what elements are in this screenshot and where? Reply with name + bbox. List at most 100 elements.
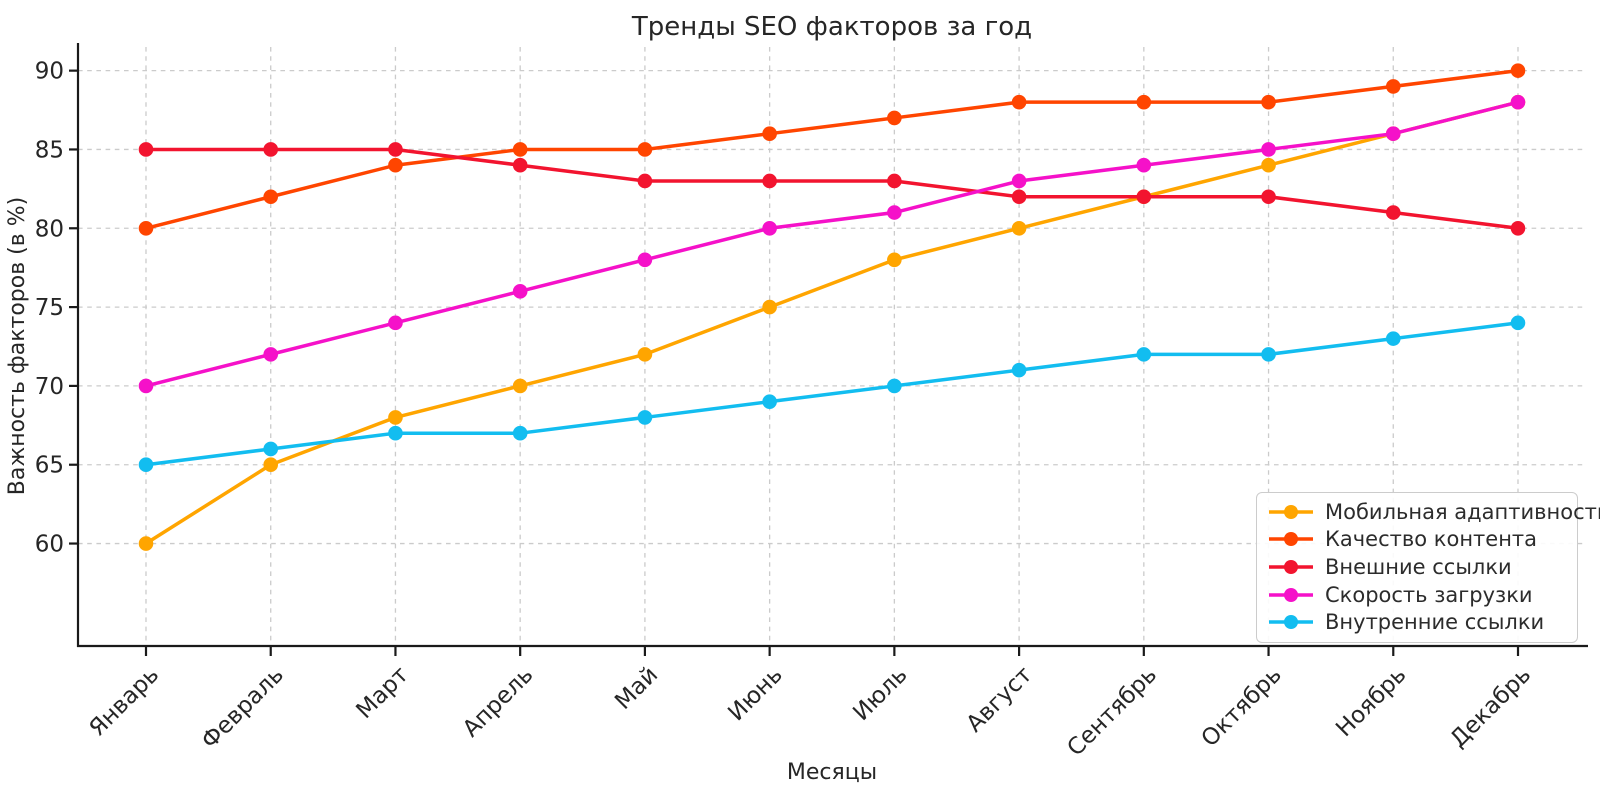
y-axis-label: Важность факторов (в %)	[5, 197, 30, 495]
legend: Мобильная адаптивность Качество контента В…	[1256, 492, 1600, 643]
data-point	[1136, 347, 1152, 362]
data-point	[637, 410, 653, 425]
data-point	[887, 173, 902, 189]
legend-swatch	[1269, 559, 1313, 574]
legend-swatch	[1269, 504, 1313, 519]
data-point	[512, 378, 528, 394]
x-tick-label: Апрель	[458, 662, 538, 742]
data-point	[138, 220, 154, 236]
data-point	[1261, 142, 1276, 157]
legend-marker-icon	[1284, 504, 1298, 519]
series-1	[138, 94, 1526, 551]
data-point	[388, 315, 403, 331]
data-point	[762, 173, 777, 189]
data-point	[1510, 220, 1526, 236]
x-tick-label: Июнь	[723, 662, 787, 726]
data-point	[1261, 347, 1276, 362]
data-point	[637, 142, 653, 157]
data-point	[388, 157, 403, 173]
y-tick-label: 85	[35, 137, 64, 163]
x-tick-label: Март	[352, 662, 414, 724]
y-tick-label: 70	[35, 374, 64, 400]
data-point	[1385, 79, 1401, 94]
series-4	[138, 94, 1526, 394]
series-line	[144, 147, 1520, 231]
data-point	[887, 378, 902, 394]
data-point	[1510, 94, 1526, 110]
x-tick-label: Декабрь	[1445, 662, 1536, 753]
series-line	[144, 100, 1520, 388]
data-point	[138, 378, 154, 394]
x-tick-label: Октябрь	[1197, 662, 1287, 752]
data-point	[263, 189, 279, 205]
chart-title: Тренды SEO факторов за год	[631, 12, 1032, 42]
data-point	[887, 110, 902, 126]
x-tick-label: Январь	[84, 662, 164, 742]
tick-marks	[69, 69, 1520, 656]
legend-item: Качество контента	[1268, 526, 1567, 554]
legend-label: Внешние ссылки	[1325, 554, 1512, 579]
legend-item: Скорость загрузки	[1268, 581, 1567, 609]
data-point	[1510, 315, 1526, 331]
legend-swatch	[1269, 587, 1313, 602]
x-tick-label: Февраль	[197, 662, 289, 754]
data-point	[138, 536, 154, 551]
data-series	[138, 63, 1526, 551]
series-line	[144, 321, 1520, 467]
data-point	[263, 142, 279, 157]
y-tick-label: 80	[35, 216, 64, 242]
data-point	[637, 252, 653, 268]
data-point	[1136, 189, 1152, 205]
data-point	[637, 347, 653, 362]
legend-marker-icon	[1284, 615, 1298, 630]
data-point	[1011, 173, 1027, 189]
legend-marker-icon	[1284, 532, 1298, 547]
data-point	[263, 441, 279, 457]
legend-marker-icon	[1284, 587, 1298, 602]
data-point	[1011, 189, 1027, 205]
legend-marker-icon	[1284, 559, 1298, 574]
data-point	[1136, 94, 1152, 110]
data-point	[388, 425, 403, 441]
data-point	[512, 157, 528, 173]
data-point	[762, 126, 777, 141]
data-point	[637, 173, 653, 189]
data-point	[762, 394, 777, 409]
data-point	[1385, 205, 1401, 220]
data-point	[1011, 220, 1027, 236]
series-2	[138, 63, 1526, 236]
data-point	[1011, 362, 1027, 378]
data-point	[263, 347, 279, 362]
x-tick-label: Ноябрь	[1331, 662, 1411, 742]
data-point	[1385, 331, 1401, 346]
y-tick-label: 75	[35, 295, 64, 321]
data-point	[138, 142, 154, 157]
data-point	[1136, 157, 1152, 173]
legend-item: Внутренние ссылки	[1268, 608, 1567, 636]
legend-swatch	[1269, 532, 1313, 547]
legend-swatch	[1269, 615, 1313, 630]
tick-labels: 60 65 70 75 80 85 90 Январь Февраль Март Апрель Май…	[35, 59, 1537, 762]
series-line	[144, 68, 1520, 231]
data-point	[388, 410, 403, 425]
data-point	[762, 220, 777, 236]
data-point	[887, 252, 902, 268]
axes-spines	[76, 43, 1588, 648]
legend-item: Внешние ссылки	[1268, 553, 1567, 581]
x-tick-label: Июль	[848, 662, 912, 726]
data-point	[1385, 126, 1401, 141]
data-point	[887, 205, 902, 220]
data-point	[1261, 189, 1276, 205]
x-tick-label: Май	[610, 662, 663, 715]
series-5	[138, 315, 1526, 473]
legend-label: Внутренние ссылки	[1325, 610, 1545, 635]
legend-label: Скорость загрузки	[1325, 582, 1533, 607]
series-3	[138, 142, 1526, 236]
legend-label: Мобильная адаптивность	[1325, 499, 1600, 524]
y-tick-label: 90	[35, 59, 64, 85]
data-point	[1261, 157, 1276, 173]
data-point	[1510, 63, 1526, 78]
data-point	[388, 142, 403, 157]
